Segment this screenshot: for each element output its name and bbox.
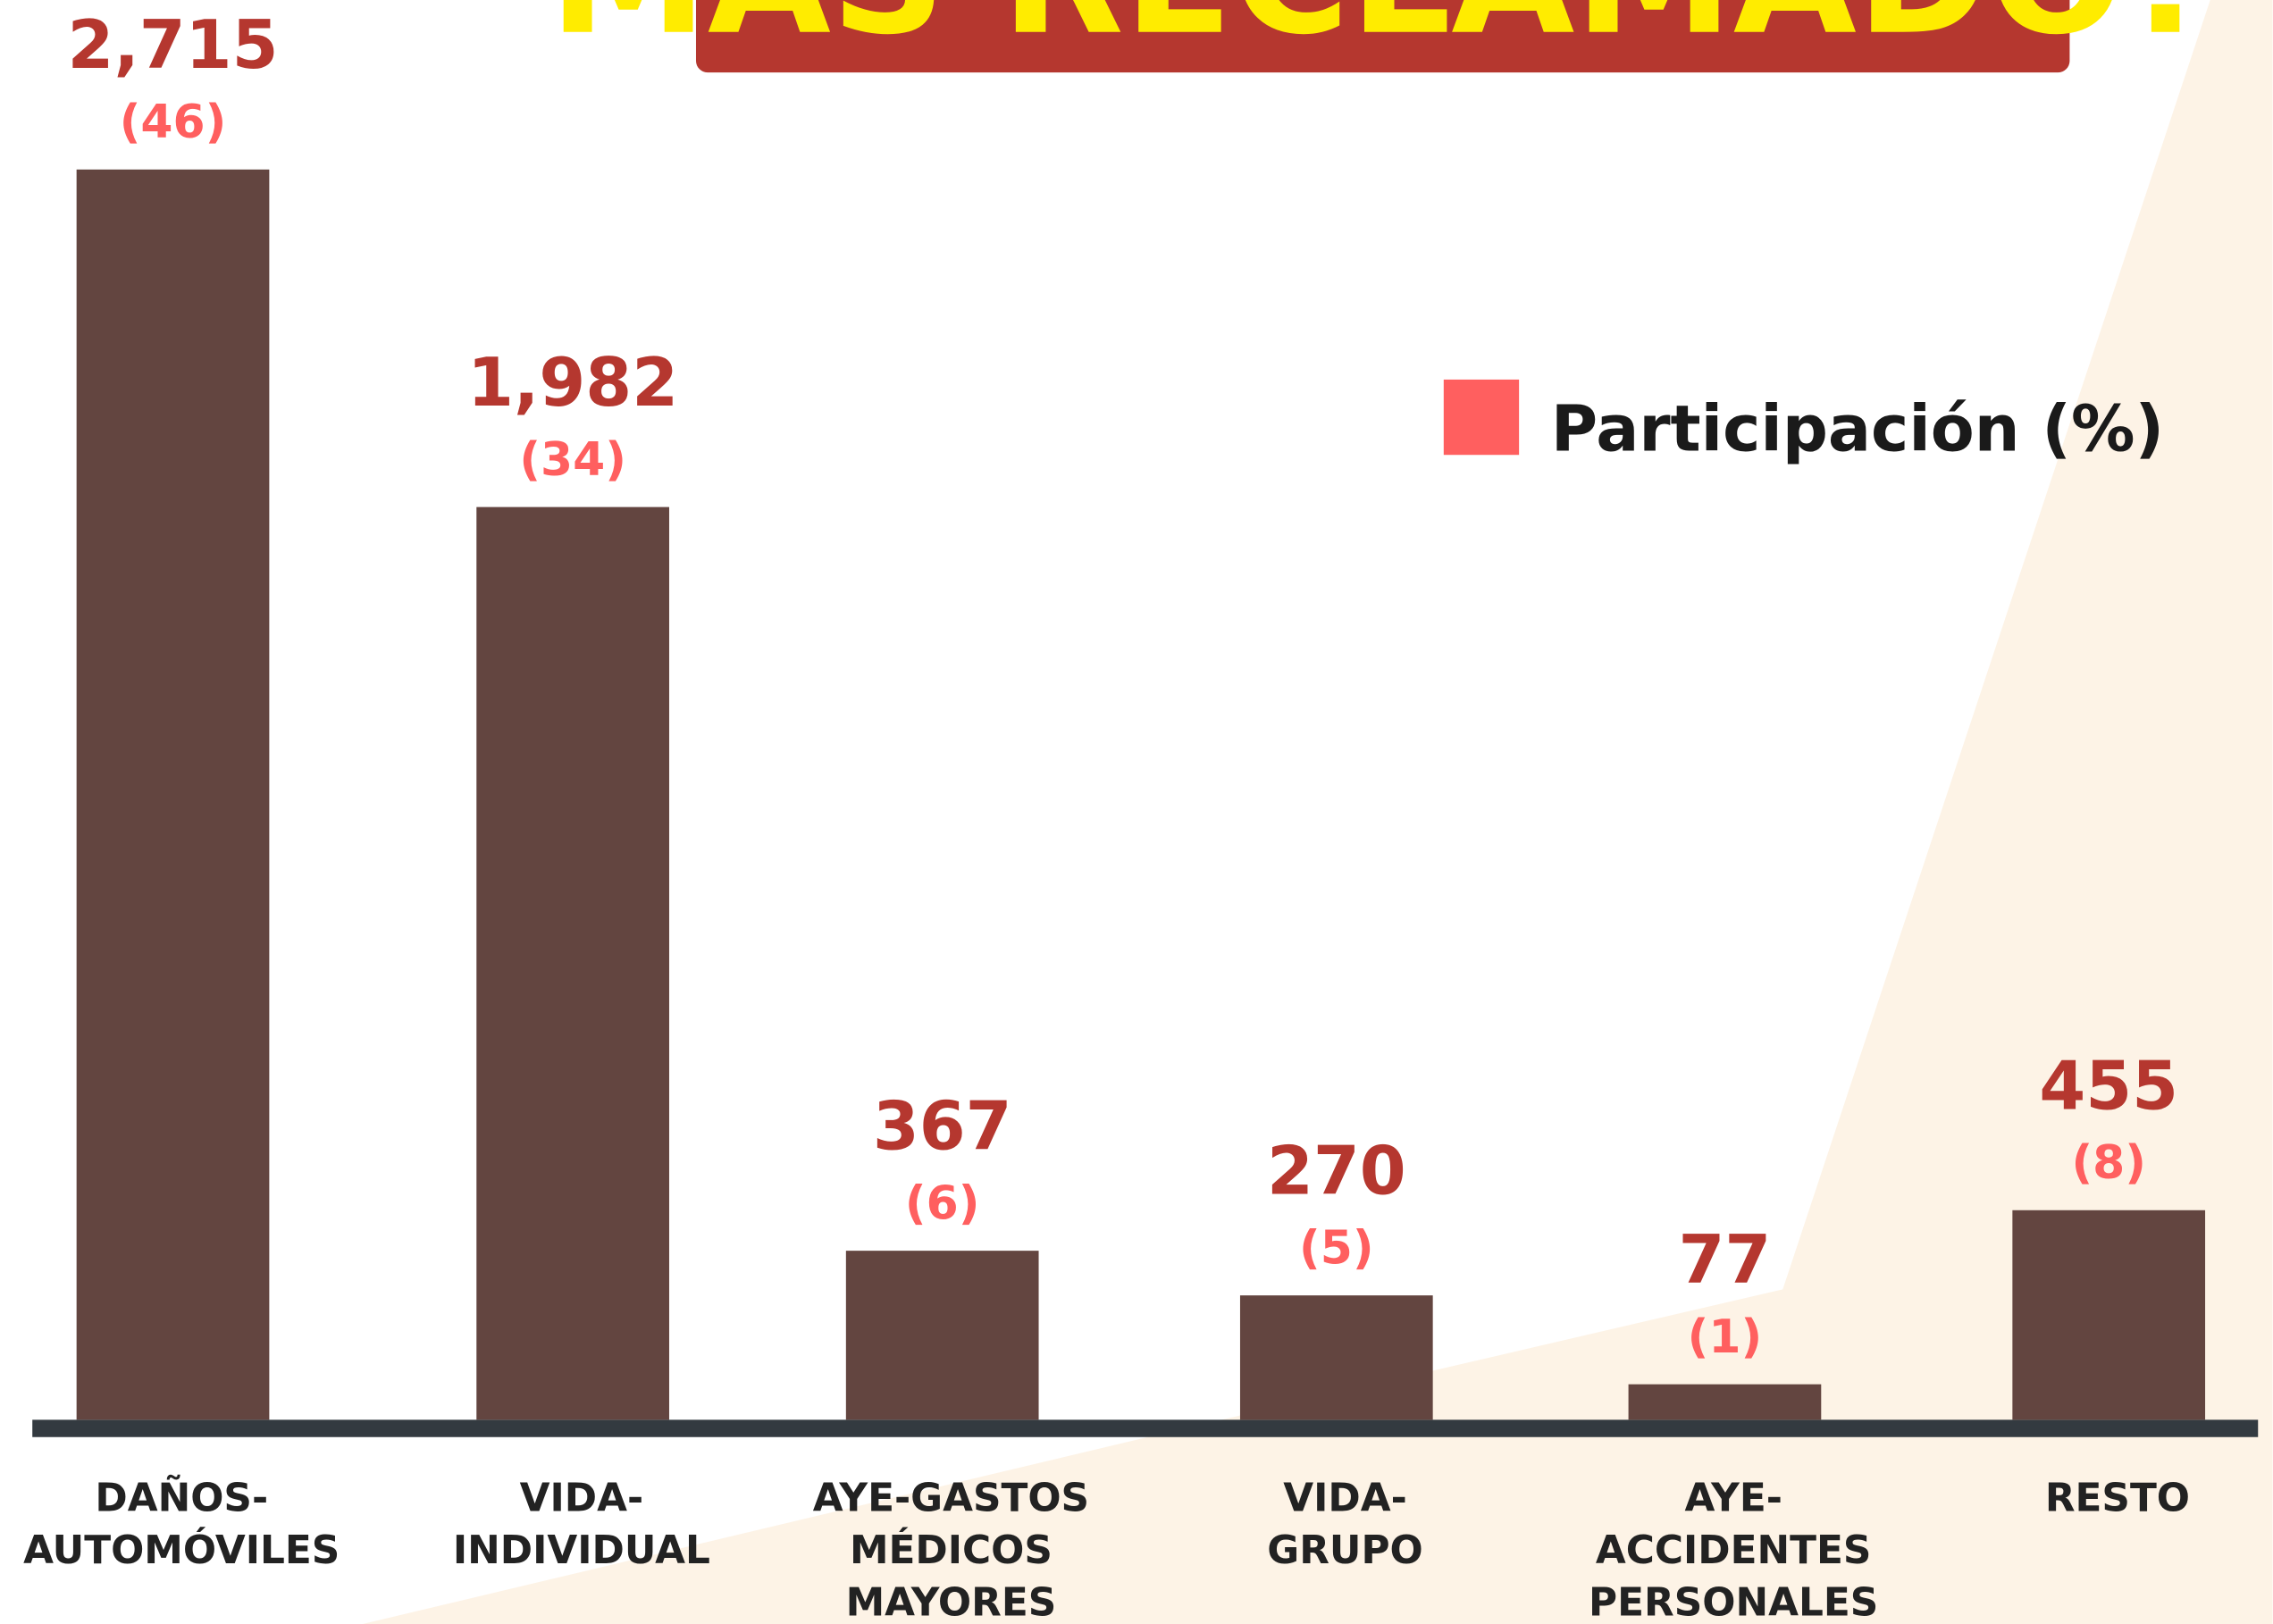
percent-label: (46) <box>120 96 227 149</box>
percent-label: (34) <box>519 433 626 487</box>
percent-label: (1) <box>1688 1310 1763 1364</box>
x-tick-label: AUTOMÓVILES <box>23 1526 340 1573</box>
x-tick-label: GRUPO <box>1267 1528 1422 1573</box>
x-tick-label: MAYORES <box>846 1579 1057 1624</box>
chart-title: MÁS RECLAMADO? <box>549 0 2217 71</box>
x-tick-label: VIDA- <box>1283 1476 1407 1521</box>
legend-swatch <box>1443 379 1520 456</box>
value-label: 455 <box>2039 1047 2178 1125</box>
x-tick-label: DAÑOS- <box>95 1474 268 1521</box>
bar <box>476 506 669 1420</box>
x-tick-label: VIDA- <box>520 1476 644 1521</box>
percent-label: (8) <box>2071 1136 2146 1190</box>
bar <box>845 1251 1039 1420</box>
x-tick-label: INDIVIDUAL <box>453 1528 710 1573</box>
background-shape <box>362 0 2273 1624</box>
x-tick-label: ACCIDENTES <box>1596 1528 1872 1573</box>
value-label: 1,982 <box>467 344 678 422</box>
x-tick-label: RESTO <box>2045 1476 2190 1521</box>
x-tick-label: MÉDICOS <box>850 1526 1053 1573</box>
bar <box>1239 1295 1433 1420</box>
x-tick-label: AYE-GASTOS <box>813 1476 1089 1521</box>
percent-label: (6) <box>905 1176 980 1230</box>
x-tick-label: AYE- <box>1684 1476 1782 1521</box>
bar <box>76 169 270 1420</box>
bar <box>1628 1384 1822 1420</box>
percent-label: (5) <box>1299 1221 1374 1275</box>
value-label: 270 <box>1267 1133 1406 1210</box>
bar <box>2012 1210 2206 1420</box>
value-label: 367 <box>873 1088 1012 1166</box>
title-box <box>695 0 2070 73</box>
value-label: 2,715 <box>68 6 279 84</box>
legend-label: Participación (%) <box>1551 391 2164 465</box>
x-tick-label: PERSONALES <box>1589 1579 1878 1624</box>
value-label: 77 <box>1679 1221 1772 1299</box>
